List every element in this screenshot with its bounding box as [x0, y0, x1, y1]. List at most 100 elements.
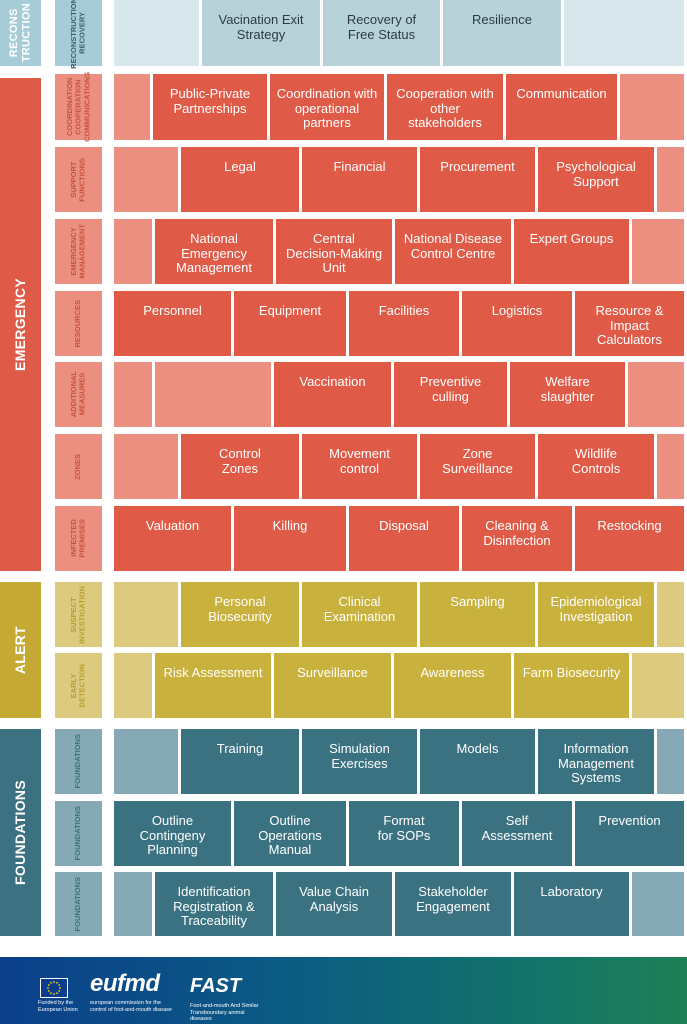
- section-reconstruction: RECONS TRUCTION: [0, 0, 41, 66]
- brick: Financial: [302, 147, 417, 212]
- brick: Outline Operations Manual: [234, 801, 346, 866]
- brick: Vacination Exit Strategy: [202, 0, 320, 66]
- brick: [657, 729, 684, 794]
- brick: Procurement: [420, 147, 535, 212]
- row-label: EMERGENCY MANAGEMENT: [55, 219, 102, 284]
- brick: Surveillance: [274, 653, 391, 718]
- brick: [114, 362, 152, 427]
- eufmd-caption: european commission for the control of f…: [90, 1000, 172, 1013]
- footer-bar: [0, 957, 687, 1024]
- brick: Self Assessment: [462, 801, 572, 866]
- brick: Vaccination: [274, 362, 391, 427]
- brick: Stakeholder Engagement: [395, 872, 511, 936]
- brick: Cooperation with other stakeholders: [387, 74, 503, 140]
- brick: Personal Biosecurity: [181, 582, 299, 647]
- brick: [564, 0, 684, 66]
- row-label-text: EMERGENCY MANAGEMENT: [68, 224, 87, 279]
- brick: Central Decision-Making Unit: [276, 219, 392, 284]
- row-label-text: RECONSTRUCTION RECOVERY: [68, 0, 87, 69]
- row-label-text: ADDITIONAL MEASURES: [68, 371, 87, 418]
- row-label: SUSPECT INVESTIGATION: [55, 582, 102, 647]
- brick: Coordination with operational partners: [270, 74, 384, 140]
- brick: [657, 147, 684, 212]
- row-label: RECONSTRUCTION RECOVERY: [55, 0, 102, 69]
- brick: Laboratory: [514, 872, 629, 936]
- brick: [632, 219, 684, 284]
- brick: Psychological Support: [538, 147, 654, 212]
- brick: [114, 74, 150, 140]
- row-label-text: ZONES: [73, 453, 83, 480]
- brick: [628, 362, 684, 427]
- row-label-text: INFECTED PREMISES: [68, 519, 87, 558]
- brick: [620, 74, 684, 140]
- row-label-text: SUSPECT INVESTIGATION: [68, 585, 87, 644]
- row-label-text: RESOURCES: [73, 299, 83, 348]
- brick: Information Management Systems: [538, 729, 654, 794]
- brick: Resilience: [443, 0, 561, 66]
- brick: National Disease Control Centre: [395, 219, 511, 284]
- brick: Equipment: [234, 291, 346, 356]
- brick: [632, 872, 684, 936]
- section-label: FOUNDATIONS: [12, 780, 29, 885]
- brick: Epidemiological Investigation: [538, 582, 654, 647]
- row-label: SUPPORT FUNCTIONS: [55, 147, 102, 212]
- brick: [114, 582, 178, 647]
- brick: [114, 219, 152, 284]
- brick: Recovery of Free Status: [323, 0, 440, 66]
- brick: Welfare slaughter: [510, 362, 625, 427]
- eufmd-logo: eufmd: [90, 970, 160, 997]
- brick: Control Zones: [181, 434, 299, 499]
- section-label: ALERT: [12, 625, 29, 675]
- brick: Logistics: [462, 291, 572, 356]
- brick: [114, 0, 199, 66]
- row-label-text: FOUNDATIONS: [73, 734, 83, 789]
- brick: Disposal: [349, 506, 459, 571]
- brick: Expert Groups: [514, 219, 629, 284]
- section-foundations: FOUNDATIONS: [0, 729, 41, 936]
- brick: [114, 434, 178, 499]
- eu-caption: Funded by the European Union: [38, 1000, 78, 1013]
- brick: Value Chain Analysis: [276, 872, 392, 936]
- section-emergency: EMERGENCY: [0, 78, 41, 571]
- row-label: FOUNDATIONS: [55, 801, 102, 866]
- row-label: EARLY DETECTION: [55, 653, 102, 718]
- section-label: EMERGENCY: [12, 278, 29, 371]
- brick: Restocking: [575, 506, 684, 571]
- brick: Clinical Examination: [302, 582, 417, 647]
- row-label-text: FOUNDATIONS: [73, 806, 83, 861]
- brick: Prevention: [575, 801, 684, 866]
- fast-caption: Foot-and-mouth And Similar Transboundary…: [190, 1003, 259, 1022]
- brick: Training: [181, 729, 299, 794]
- row-label-text: COORDINATION COOPERATION COMMUNICATIONS: [64, 72, 91, 142]
- brick: Resource & Impact Calculators: [575, 291, 684, 356]
- brick: Communication: [506, 74, 617, 140]
- brick: Killing: [234, 506, 346, 571]
- brick: [114, 653, 152, 718]
- brick: [114, 147, 178, 212]
- row-label: COORDINATION COOPERATION COMMUNICATIONS: [55, 72, 102, 142]
- brick: Outline Contingeny Planning: [114, 801, 231, 866]
- brick: Valuation: [114, 506, 231, 571]
- row-label: ADDITIONAL MEASURES: [55, 362, 102, 427]
- brick: Movement control: [302, 434, 417, 499]
- brick: Simulation Exercises: [302, 729, 417, 794]
- brick: Cleaning & Disinfection: [462, 506, 572, 571]
- row-label-text: EARLY DETECTION: [68, 663, 87, 708]
- brick: Format for SOPs: [349, 801, 459, 866]
- brick: Zone Surveillance: [420, 434, 535, 499]
- brick: Legal: [181, 147, 299, 212]
- brick: Risk Assessment: [155, 653, 271, 718]
- row-label: ZONES: [55, 434, 102, 499]
- brick: Public-Private Partnerships: [153, 74, 267, 140]
- row-label-text: SUPPORT FUNCTIONS: [68, 157, 87, 202]
- eu-flag-icon: [40, 978, 68, 998]
- brick: [155, 362, 271, 427]
- brick: Models: [420, 729, 535, 794]
- brick: Personnel: [114, 291, 231, 356]
- brick: [657, 434, 684, 499]
- row-label: INFECTED PREMISES: [55, 506, 102, 571]
- section-alert: ALERT: [0, 582, 41, 718]
- brick: Awareness: [394, 653, 511, 718]
- brick: [114, 872, 152, 936]
- brick: Facilities: [349, 291, 459, 356]
